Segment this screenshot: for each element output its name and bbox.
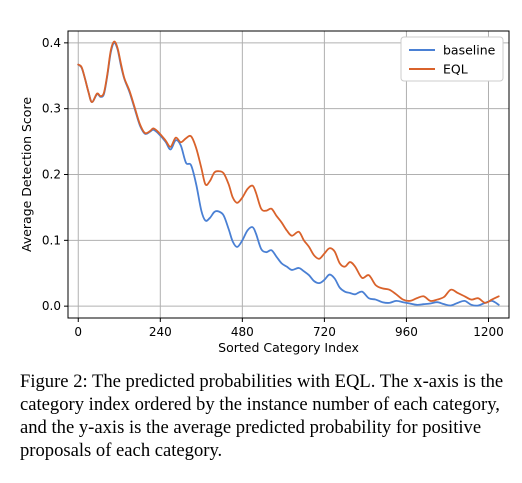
- line-chart: 0 240 480 720 960 1200 0.0 0.1 0.2 0.3 0.4 Sorted …: [19, 30, 510, 355]
- x-axis-label: Sorted Category Index: [218, 340, 359, 355]
- plot-frame: [67, 30, 510, 319]
- figure-caption: Figure 2: The predicted probabilities wi…: [20, 371, 504, 461]
- y-tick-label: 0.3: [42, 102, 61, 116]
- x-tick-label: 480: [231, 325, 254, 339]
- y-tick-label: 0.1: [42, 233, 61, 247]
- x-tick-label: 0: [74, 325, 82, 339]
- y-tick-label: 0.0: [42, 299, 61, 313]
- chart-canvas: 0 240 480 720 960 1200 0.0 0.1 0.2 0.3 0.4 Sorted …: [19, 30, 510, 355]
- axis-ticks: 0 240 480 720 960 1200 0.0 0.1 0.2 0.3 0.4: [42, 36, 504, 339]
- series-layer: [77, 40, 500, 307]
- x-tick-label: 240: [149, 325, 172, 339]
- x-tick-label: 1200: [473, 325, 504, 339]
- legend-label-eql: EQL: [443, 62, 468, 77]
- series-line-eql: [77, 40, 500, 304]
- legend: baseline EQL: [400, 36, 504, 82]
- x-tick-label: 720: [313, 325, 336, 339]
- y-tick-label: 0.2: [42, 168, 61, 182]
- y-axis-label: Average Detection Score: [19, 97, 34, 252]
- x-tick-label: 960: [395, 325, 418, 339]
- legend-label-baseline: baseline: [443, 43, 496, 58]
- y-tick-label: 0.4: [42, 36, 61, 50]
